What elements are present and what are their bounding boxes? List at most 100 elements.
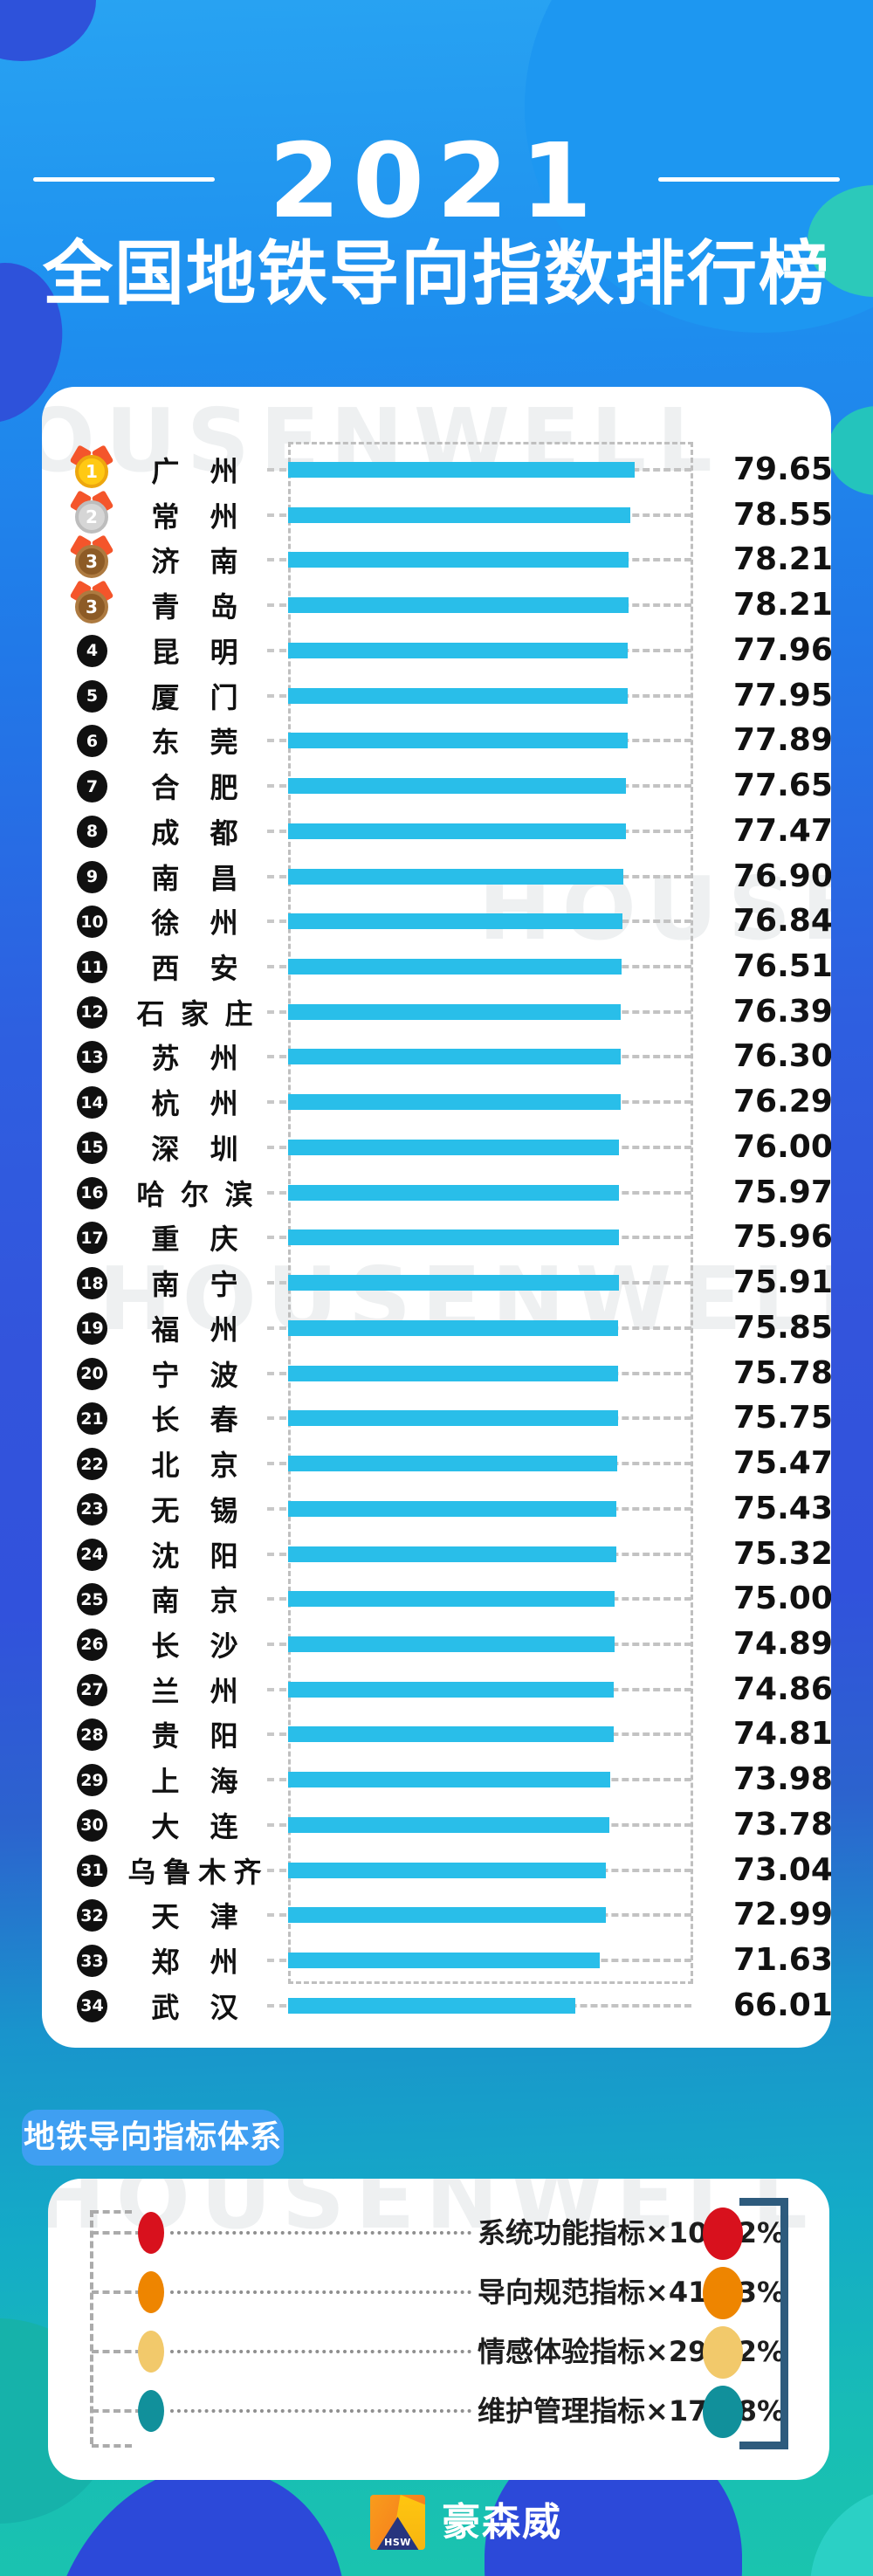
score-value: 74.86 [733,1670,831,1707]
city-name-char: 长 [151,1403,180,1437]
ranking-row: 23 无锡 75.43 [42,1486,831,1532]
city-name-char: 汉 [210,1990,238,2024]
city-name-char: 州 [210,1087,238,1121]
score-value: 77.96 [733,631,831,668]
rank-number: 1 [75,455,108,488]
bar-track [267,1034,693,1079]
bar-track [267,1486,693,1532]
legend-dash-stub [92,2350,142,2353]
score-bar [288,1456,617,1472]
rank-badge: 23 [77,1492,107,1526]
ranking-row: 22 北京 75.47 [42,1441,831,1486]
city-name: 贵阳 [120,1712,269,1757]
bar-track [267,1712,693,1757]
bar-track [267,1938,693,1983]
score-bar [288,462,636,478]
bar-track [267,1983,693,2028]
bar-track [267,1260,693,1305]
city-name-char: 海 [210,1765,238,1799]
city-name-char: 贵 [151,1719,180,1753]
city-name-char: 大 [151,1809,180,1843]
city-name-char: 常 [151,499,180,534]
score-bar [288,823,626,839]
score-value: 76.39 [733,993,831,1030]
city-name-char: 武 [151,1990,180,2024]
city-name-char: 昌 [210,861,238,895]
score-value: 71.63 [733,1942,831,1979]
rank-badge: 24 [77,1538,107,1571]
leader-stub [267,874,286,878]
rank-badge: 32 [77,1899,107,1932]
score-bar [288,1410,618,1427]
ranking-row: 10 徐州 76.84 [42,899,831,944]
section-title: 地铁导向指标体系 [23,2119,282,2155]
ranking-row: 12 石家庄 76.39 [42,989,831,1035]
leader-stub [267,829,286,833]
city-name-char: 苏 [151,1042,180,1076]
ranking-row: 4 昆明 77.96 [42,628,831,673]
leader-stub [267,920,286,924]
background-blob [0,0,96,61]
score-value: 72.99 [733,1897,831,1933]
title-divider-left [33,177,215,182]
city-name-char: 圳 [210,1132,238,1166]
bar-track [267,537,693,582]
medal-silver-icon: 2 [69,489,114,538]
city-name-char: 宁 [151,1358,180,1392]
chart-frame [288,442,693,1984]
score-value: 75.96 [733,1219,831,1256]
city-name-char: 津 [210,1900,238,1934]
ranking-row: 6 东莞 77.89 [42,718,831,763]
city-name: 南宁 [120,1260,269,1305]
city-name: 杭州 [120,1079,269,1125]
score-bar [288,1139,620,1155]
rank-number: 3 [75,590,108,624]
score-value: 77.89 [733,722,831,759]
city-name-char: 南 [151,1584,180,1618]
city-name: 长沙 [120,1622,269,1667]
rank-badge: 21 [77,1402,107,1436]
background-blob [810,2487,873,2576]
score-bar [288,1862,607,1878]
bar-track [267,1170,693,1216]
city-name-char: 广 [151,455,180,488]
city-name-char: 厦 [151,680,180,714]
bar-track [267,1892,693,1938]
city-name-char: 都 [210,816,238,850]
city-name-char: 州 [210,455,238,488]
score-value: 78.21 [733,587,831,623]
score-bar [288,1365,619,1381]
score-bar [288,1094,621,1111]
score-bar [288,1907,607,1924]
rank-badge: 33 [77,1945,107,1978]
leader-stub [267,1371,286,1375]
score-bar [288,552,629,568]
city-name-char: 安 [210,952,238,986]
legend-dot-large [703,2326,743,2379]
leader-stub [267,784,286,789]
ranking-row: 31 乌鲁木齐 73.04 [42,1848,831,1893]
city-name: 上海 [120,1757,269,1802]
ranking-row: 3 济南 78.21 [42,534,831,582]
bar-track [267,1079,693,1125]
ranking-row: 3 青岛 78.21 [42,580,831,628]
city-name: 福州 [120,1305,269,1351]
leader-stub [267,1959,286,1963]
rank-badge: 27 [77,1673,107,1706]
city-name-char: 沙 [210,1629,238,1663]
city-name-char: 州 [210,1674,238,1708]
leader-stub [267,1009,286,1014]
score-value: 66.01 [733,1987,831,2023]
city-name-char: 济 [151,545,180,579]
city-name: 大连 [120,1802,269,1848]
ranking-row: 29 上海 73.98 [42,1757,831,1802]
city-name: 沈阳 [120,1532,269,1577]
city-name: 乌鲁木齐 [120,1848,269,1893]
ranking-row: 18 南宁 75.91 [42,1260,831,1305]
ranking-row: 33 郑州 71.63 [42,1938,831,1983]
bar-track [267,1622,693,1667]
rank-number: 2 [75,499,108,534]
rank-badge: 5 [77,679,107,713]
city-name: 兰州 [120,1667,269,1712]
ranking-row: 20 宁波 75.78 [42,1351,831,1396]
